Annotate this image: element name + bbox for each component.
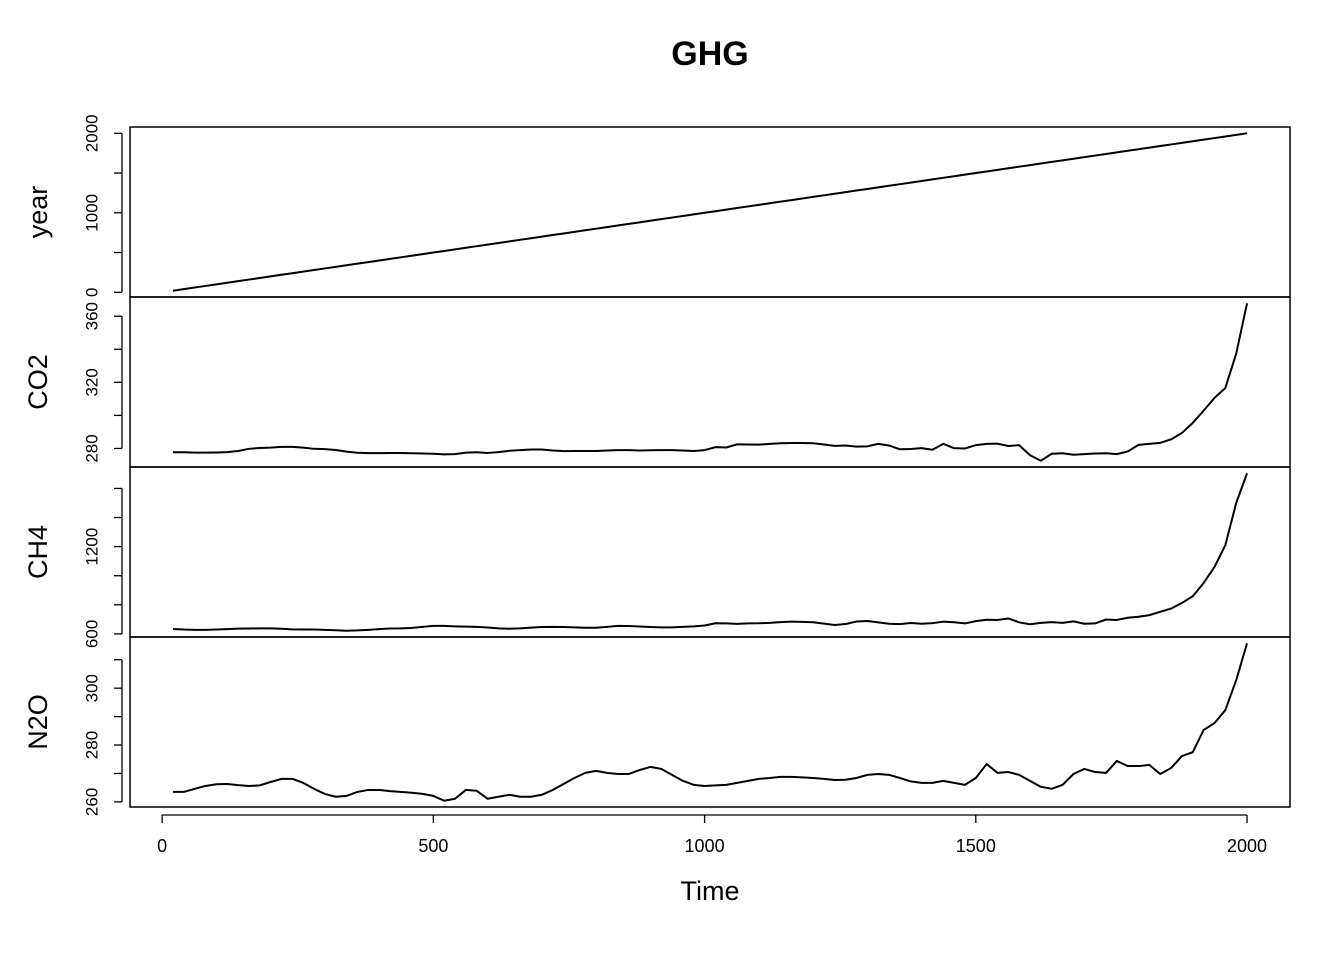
y-axis-label: N2O [23, 694, 53, 750]
x-tick-label: 1500 [956, 836, 996, 856]
y-axis-label: year [23, 186, 53, 239]
y-axis-label: CO2 [23, 354, 53, 410]
y-tick-label: 2000 [82, 114, 101, 152]
x-tick-label: 500 [418, 836, 448, 856]
x-tick-label: 0 [157, 836, 167, 856]
series-line [172, 642, 1248, 802]
y-axis-label: CH4 [23, 525, 53, 579]
y-tick-label: 280 [82, 434, 101, 462]
y-tick-label: 280 [82, 731, 101, 759]
y-tick-label: 1000 [82, 194, 101, 232]
y-tick-label: 300 [82, 674, 101, 702]
x-tick-label: 1000 [685, 836, 725, 856]
series-line [172, 303, 1249, 462]
y-tick-label: 0 [82, 288, 101, 297]
series-line [172, 472, 1248, 632]
y-tick-label: 360 [82, 302, 101, 330]
panel-frame [129, 296, 1291, 468]
x-axis-label: Time [681, 876, 740, 906]
chart-title: GHG [671, 35, 748, 73]
x-tick-label: 2000 [1227, 836, 1267, 856]
y-tick-label: 260 [82, 788, 101, 816]
y-tick-label: 600 [82, 620, 101, 648]
series-line [172, 132, 1248, 292]
y-tick-label: 320 [82, 368, 101, 396]
y-tick-label: 1200 [82, 528, 101, 566]
panel-frame [129, 636, 1291, 808]
panel-frame [129, 466, 1291, 638]
